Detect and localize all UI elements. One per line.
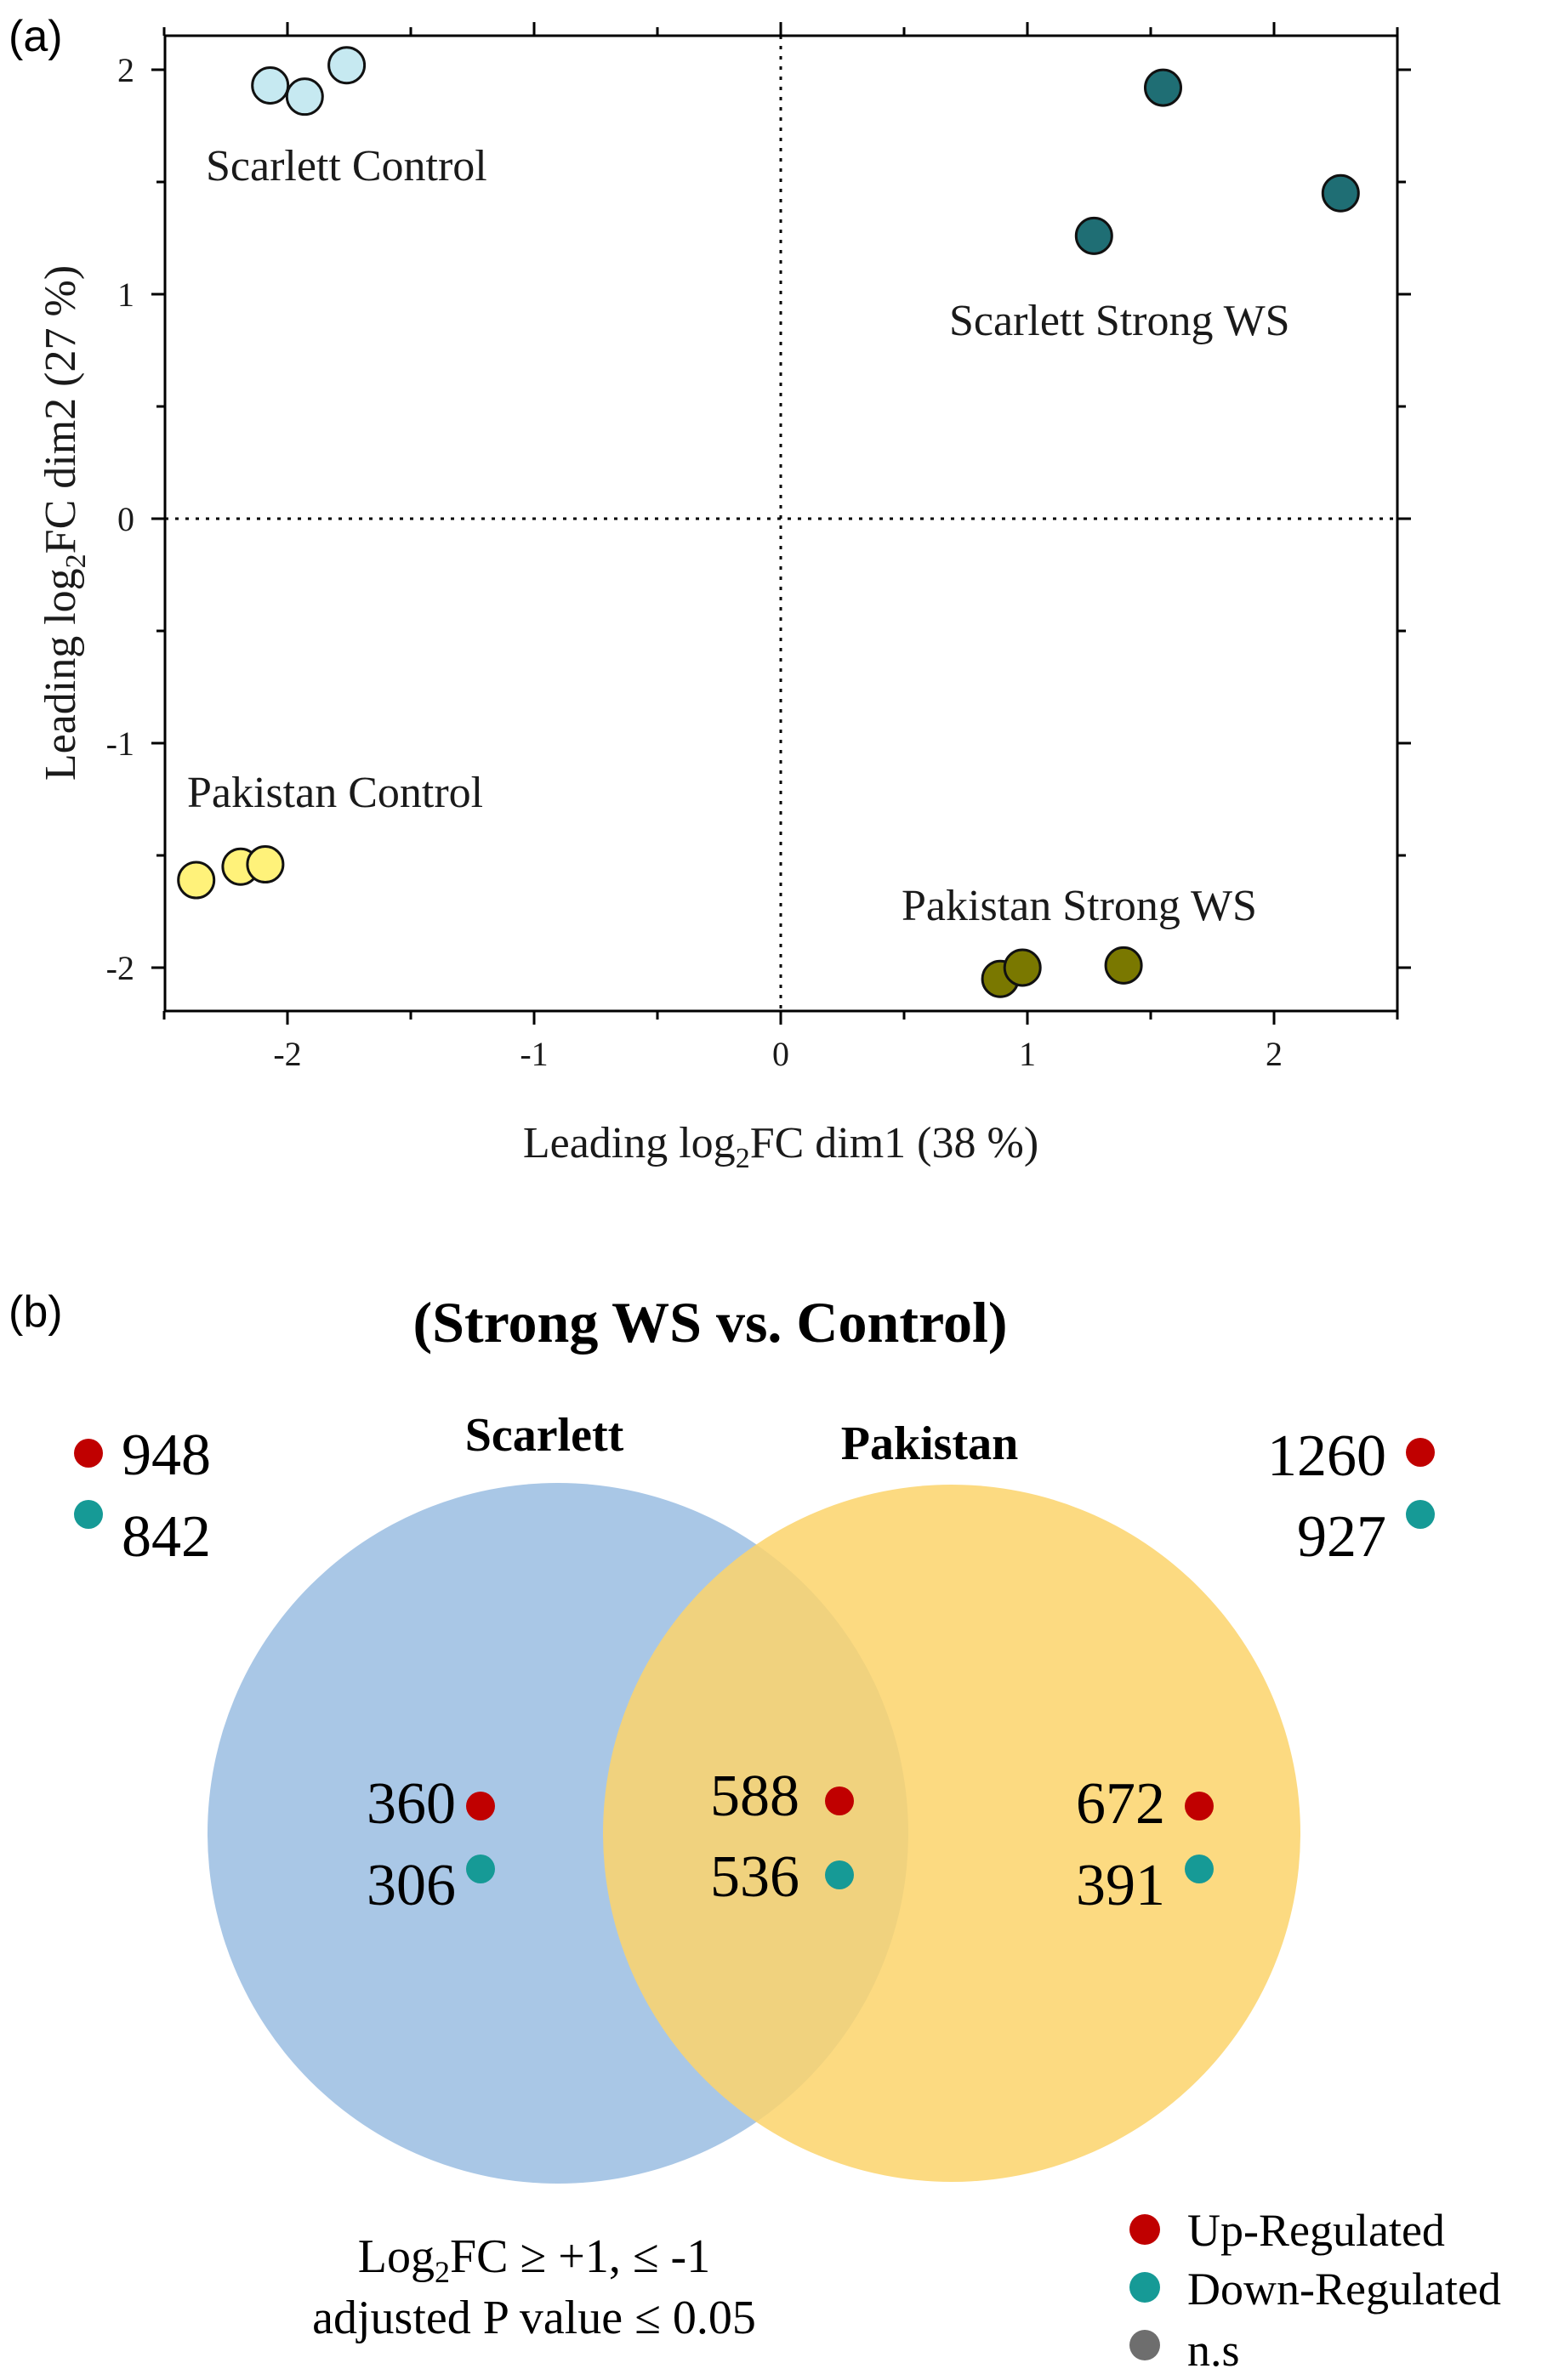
y-tick-label: -2: [106, 949, 134, 987]
pakistan-total-up-dot: [1406, 1438, 1435, 1467]
data-point-scarlett-control: [327, 46, 367, 85]
x-tick-label: -2: [273, 1035, 301, 1073]
data-point-scarlett-strong-ws: [1321, 173, 1360, 213]
data-points: [177, 46, 1360, 998]
legend: Up-Regulated Down-Regulated n.s: [1129, 2205, 1501, 2376]
y-tick-label: 1: [117, 275, 134, 314]
venn-label-scarlett: Scarlett: [465, 1409, 624, 1462]
criteria-line-1: Log2FC ≥ +1, ≤ -1: [358, 2230, 710, 2289]
scarlett-total-down-dot: [74, 1500, 103, 1529]
legend-up-label: Up-Regulated: [1187, 2205, 1445, 2256]
y-axis-ticks: -2 -1 0 1 2: [106, 51, 1411, 987]
x-tick-label: 0: [772, 1035, 789, 1073]
venn-title: (Strong WS vs. Control): [413, 1290, 1008, 1355]
scarlett-total-up-dot: [74, 1439, 103, 1468]
scarlett-only-down: 306: [367, 1853, 456, 1918]
data-point-scarlett-strong-ws: [1074, 216, 1113, 255]
x-axis-label: Leading log2FC dim1 (38 %): [523, 1119, 1038, 1174]
scarlett-total-down: 842: [122, 1504, 211, 1570]
scarlett-total-up: 948: [122, 1423, 211, 1488]
scarlett-only-down-dot: [466, 1855, 495, 1883]
x-axis-ticks: -2 -1 0 1 2: [162, 22, 1399, 1073]
pakistan-total-down-dot: [1406, 1500, 1435, 1529]
y-tick-label: 0: [117, 500, 134, 538]
panel-b-label: (b): [9, 1287, 63, 1337]
legend-up-dot: [1129, 2214, 1160, 2245]
pakistan-only-up: 672: [1076, 1771, 1165, 1837]
scarlett-only-up-dot: [466, 1792, 495, 1821]
venn-diagram: Scarlett Pakistan 948 842 1260 927 360 3…: [74, 1409, 1435, 2184]
pakistan-only-down: 391: [1076, 1853, 1165, 1918]
group-label-pakistan-control: Pakistan Control: [187, 769, 483, 817]
pakistan-total-down: 927: [1297, 1504, 1386, 1570]
criteria-line-2: adjusted P value ≤ 0.05: [312, 2292, 756, 2344]
data-point-scarlett-control: [285, 77, 324, 116]
data-point-scarlett-strong-ws: [1144, 68, 1182, 107]
shared-up-dot: [825, 1786, 854, 1815]
pakistan-total-up: 1260: [1267, 1423, 1386, 1489]
pakistan-only-up-dot: [1185, 1792, 1214, 1821]
data-point-pakistan-strong-ws: [1104, 946, 1143, 985]
venn-label-pakistan: Pakistan: [841, 1417, 1019, 1470]
data-point-pakistan-strong-ws: [1003, 948, 1042, 987]
pakistan-only-down-dot: [1185, 1855, 1214, 1883]
x-tick-label: -1: [520, 1035, 548, 1073]
data-point-scarlett-control: [251, 65, 290, 105]
y-tick-label: 2: [117, 51, 134, 89]
group-label-scarlett-control: Scarlett Control: [206, 142, 487, 190]
scatter-plot: -2 -1 0 1 2 -2 -1 0 1 2 Scarlett Control Scarlet…: [37, 22, 1411, 1174]
legend-down-label: Down-Regulated: [1187, 2264, 1501, 2315]
group-label-pakistan-strong-ws: Pakistan Strong WS: [902, 882, 1257, 930]
shared-down-dot: [825, 1860, 854, 1889]
shared-up: 588: [710, 1764, 799, 1829]
shared-down: 536: [710, 1844, 799, 1910]
panel-a-label: (a): [9, 12, 63, 61]
data-point-pakistan-control: [246, 845, 285, 884]
reference-lines: [165, 36, 1397, 1011]
x-tick-label: 1: [1019, 1035, 1036, 1073]
y-tick-label: -1: [106, 724, 134, 763]
group-label-scarlett-strong-ws: Scarlett Strong WS: [949, 297, 1290, 345]
legend-ns-dot: [1129, 2330, 1160, 2360]
legend-down-dot: [1129, 2272, 1160, 2303]
y-axis-label: Leading log2FC dim2 (27 %): [37, 265, 92, 781]
legend-ns-label: n.s: [1187, 2325, 1240, 2376]
scarlett-only-up: 360: [367, 1771, 456, 1837]
x-tick-label: 2: [1266, 1035, 1283, 1073]
data-point-pakistan-control: [177, 861, 216, 900]
venn-circle-pakistan: [603, 1485, 1300, 2182]
